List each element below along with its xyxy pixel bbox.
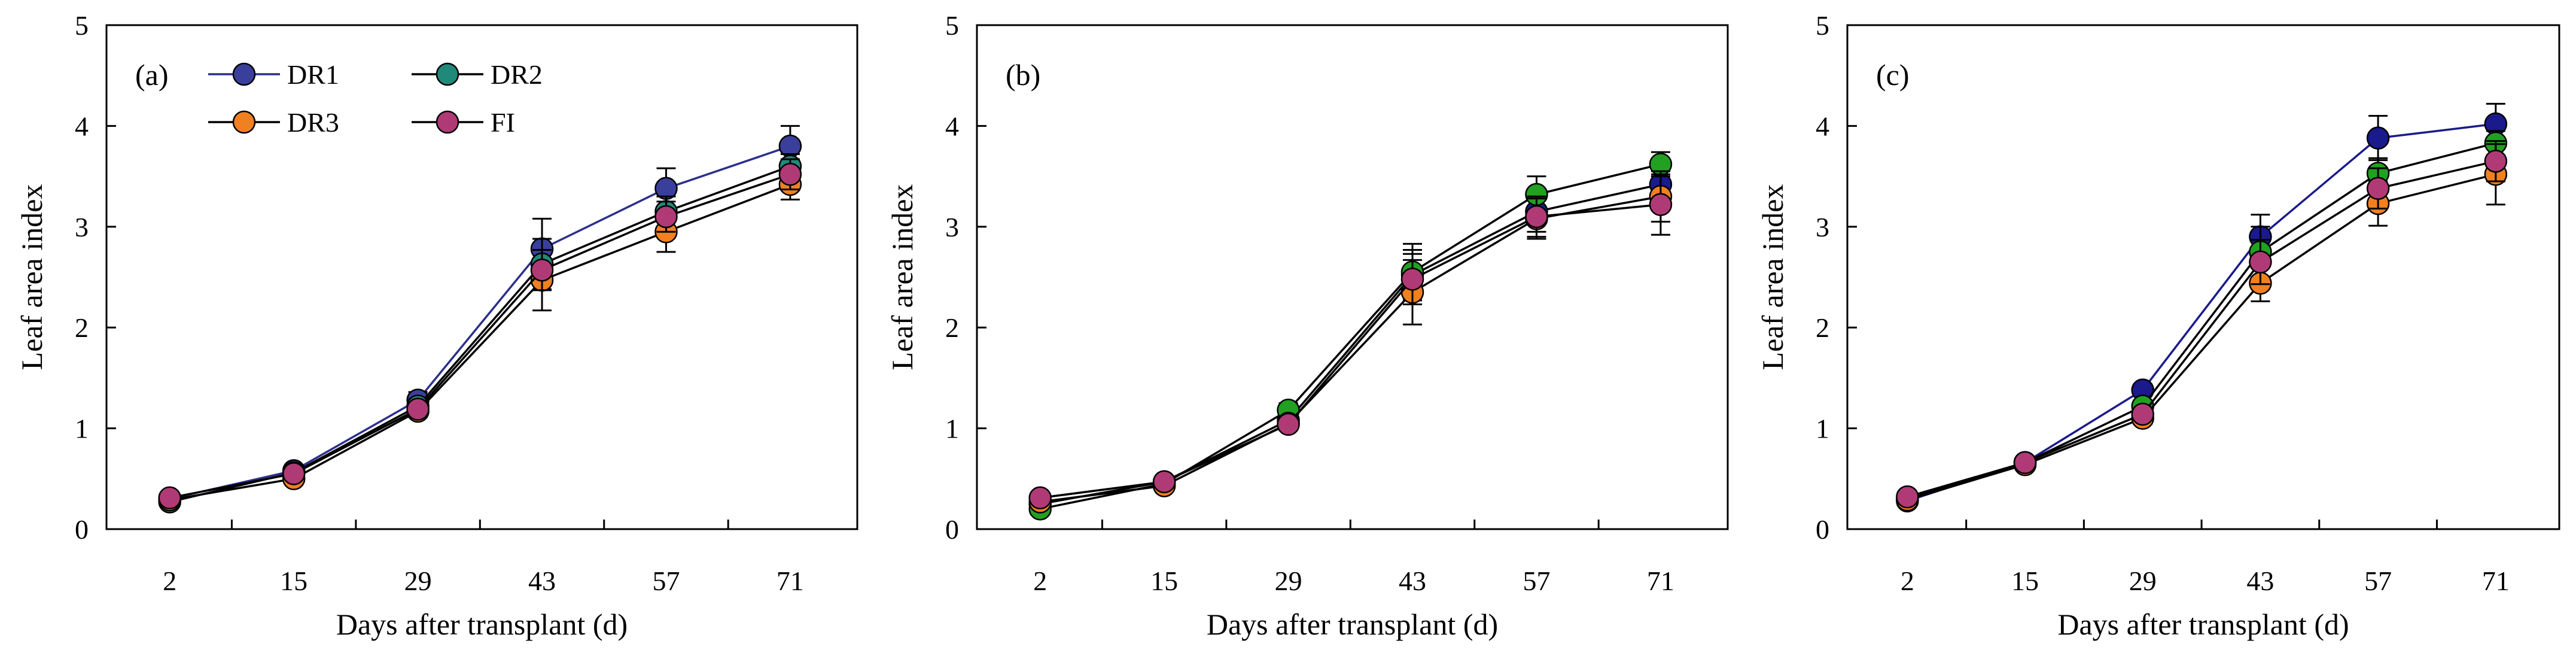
series-line <box>1907 173 2496 501</box>
y-tick-label: 3 <box>75 212 89 242</box>
plot-frame <box>105 24 858 530</box>
y-tick-label: 3 <box>945 212 959 242</box>
series-line <box>169 173 791 499</box>
y-tick-label: 0 <box>75 514 89 545</box>
data-point <box>282 462 306 485</box>
x-tick-label: 57 <box>2364 566 2392 596</box>
x-tick-label: 29 <box>1275 566 1302 596</box>
panel-label: (a) <box>135 58 169 92</box>
series-line <box>1040 204 1661 499</box>
data-point <box>1649 193 1673 217</box>
legend-label: FI <box>491 107 515 138</box>
data-point <box>654 205 678 229</box>
x-tick-label: 29 <box>404 566 432 596</box>
data-point <box>2013 451 2037 475</box>
plot-frame <box>976 24 1729 530</box>
x-tick-label: 71 <box>2482 566 2510 596</box>
y-tick-label: 0 <box>945 514 959 545</box>
legend-marker <box>232 110 256 134</box>
chart-panel-3: 0 1 2 3 4 5 2 15 29 43 57 71 Days after transplant (… <box>1756 10 2560 641</box>
data-point <box>1525 205 1548 229</box>
legend-item-DR2: DR2 <box>412 59 543 90</box>
x-tick-label: 43 <box>2246 566 2274 596</box>
x-tick-label: 15 <box>2011 566 2039 596</box>
y-axis-label: Leaf area index <box>15 184 48 371</box>
legend-item-DR1: DR1 <box>208 59 339 90</box>
y-tick-label: 1 <box>75 414 89 444</box>
data-point <box>2131 402 2154 426</box>
x-tick-label: 43 <box>1399 566 1426 596</box>
x-axis-label: Days after transplant (d) <box>336 608 628 641</box>
x-tick-label: 2 <box>163 566 176 596</box>
x-tick-label: 71 <box>777 566 804 596</box>
data-point <box>2249 250 2272 274</box>
series-FI <box>1896 140 2508 509</box>
y-tick-label: 1 <box>1816 414 1829 444</box>
x-tick-label: 2 <box>1033 566 1047 596</box>
data-point <box>778 162 802 186</box>
panel-label: (b) <box>1006 58 1040 92</box>
legend: DR1 DR2 DR3 FI <box>208 59 543 138</box>
data-point <box>406 397 430 421</box>
series-FI <box>1028 173 1673 510</box>
y-tick-label: 4 <box>1816 111 1829 141</box>
data-point <box>1896 485 1919 509</box>
x-tick-label: 2 <box>1901 566 1914 596</box>
y-tick-label: 0 <box>1816 514 1829 545</box>
legend-marker <box>436 110 459 134</box>
legend-item-FI: FI <box>412 107 515 138</box>
data-point <box>2484 150 2508 173</box>
x-axis-label: Days after transplant (d) <box>2057 608 2349 641</box>
series-line <box>1907 160 2496 498</box>
series-line <box>169 145 791 500</box>
plot-frame <box>1846 24 2560 530</box>
y-tick-label: 1 <box>945 414 959 444</box>
y-tick-label: 2 <box>75 312 89 343</box>
data-point <box>1277 412 1300 436</box>
y-tick-label: 5 <box>75 10 89 41</box>
x-tick-label: 29 <box>2129 566 2157 596</box>
panel-label: (c) <box>1876 58 1910 92</box>
series-FI <box>158 158 802 510</box>
data-point <box>1152 470 1176 494</box>
y-tick-label: 5 <box>945 10 959 41</box>
x-tick-label: 15 <box>1150 566 1178 596</box>
chart-panel-2: 0 1 2 3 4 5 2 15 29 43 57 71 Days after transplant (… <box>885 10 1729 641</box>
x-tick-label: 15 <box>280 566 307 596</box>
legend-label: DR1 <box>287 59 339 90</box>
y-tick-label: 4 <box>75 111 89 141</box>
chart-panel-1: 0 1 2 3 4 5 2 15 29 43 57 71 Days after transplant (… <box>15 10 858 641</box>
y-axis-label: Leaf area index <box>885 184 919 371</box>
data-point <box>158 486 181 510</box>
y-tick-label: 2 <box>1816 312 1829 343</box>
legend-label: DR2 <box>491 59 543 90</box>
x-tick-label: 43 <box>528 566 556 596</box>
y-axis-label: Leaf area index <box>1756 184 1789 371</box>
data-point <box>1028 486 1052 510</box>
legend-label: DR3 <box>287 107 339 138</box>
legend-item-DR3: DR3 <box>208 107 339 138</box>
y-tick-label: 5 <box>1816 10 1829 41</box>
data-point <box>2366 177 2390 201</box>
y-tick-label: 2 <box>945 312 959 343</box>
x-tick-label: 71 <box>1647 566 1674 596</box>
data-point <box>2366 126 2390 150</box>
data-point <box>1400 268 1424 291</box>
x-tick-label: 57 <box>652 566 680 596</box>
y-tick-label: 3 <box>1816 212 1829 242</box>
x-tick-label: 57 <box>1523 566 1550 596</box>
legend-marker <box>232 62 256 86</box>
x-axis-label: Days after transplant (d) <box>1207 608 1498 641</box>
legend-marker <box>436 62 459 86</box>
data-point <box>530 258 554 282</box>
series-line <box>169 183 791 501</box>
y-tick-label: 4 <box>945 111 959 141</box>
